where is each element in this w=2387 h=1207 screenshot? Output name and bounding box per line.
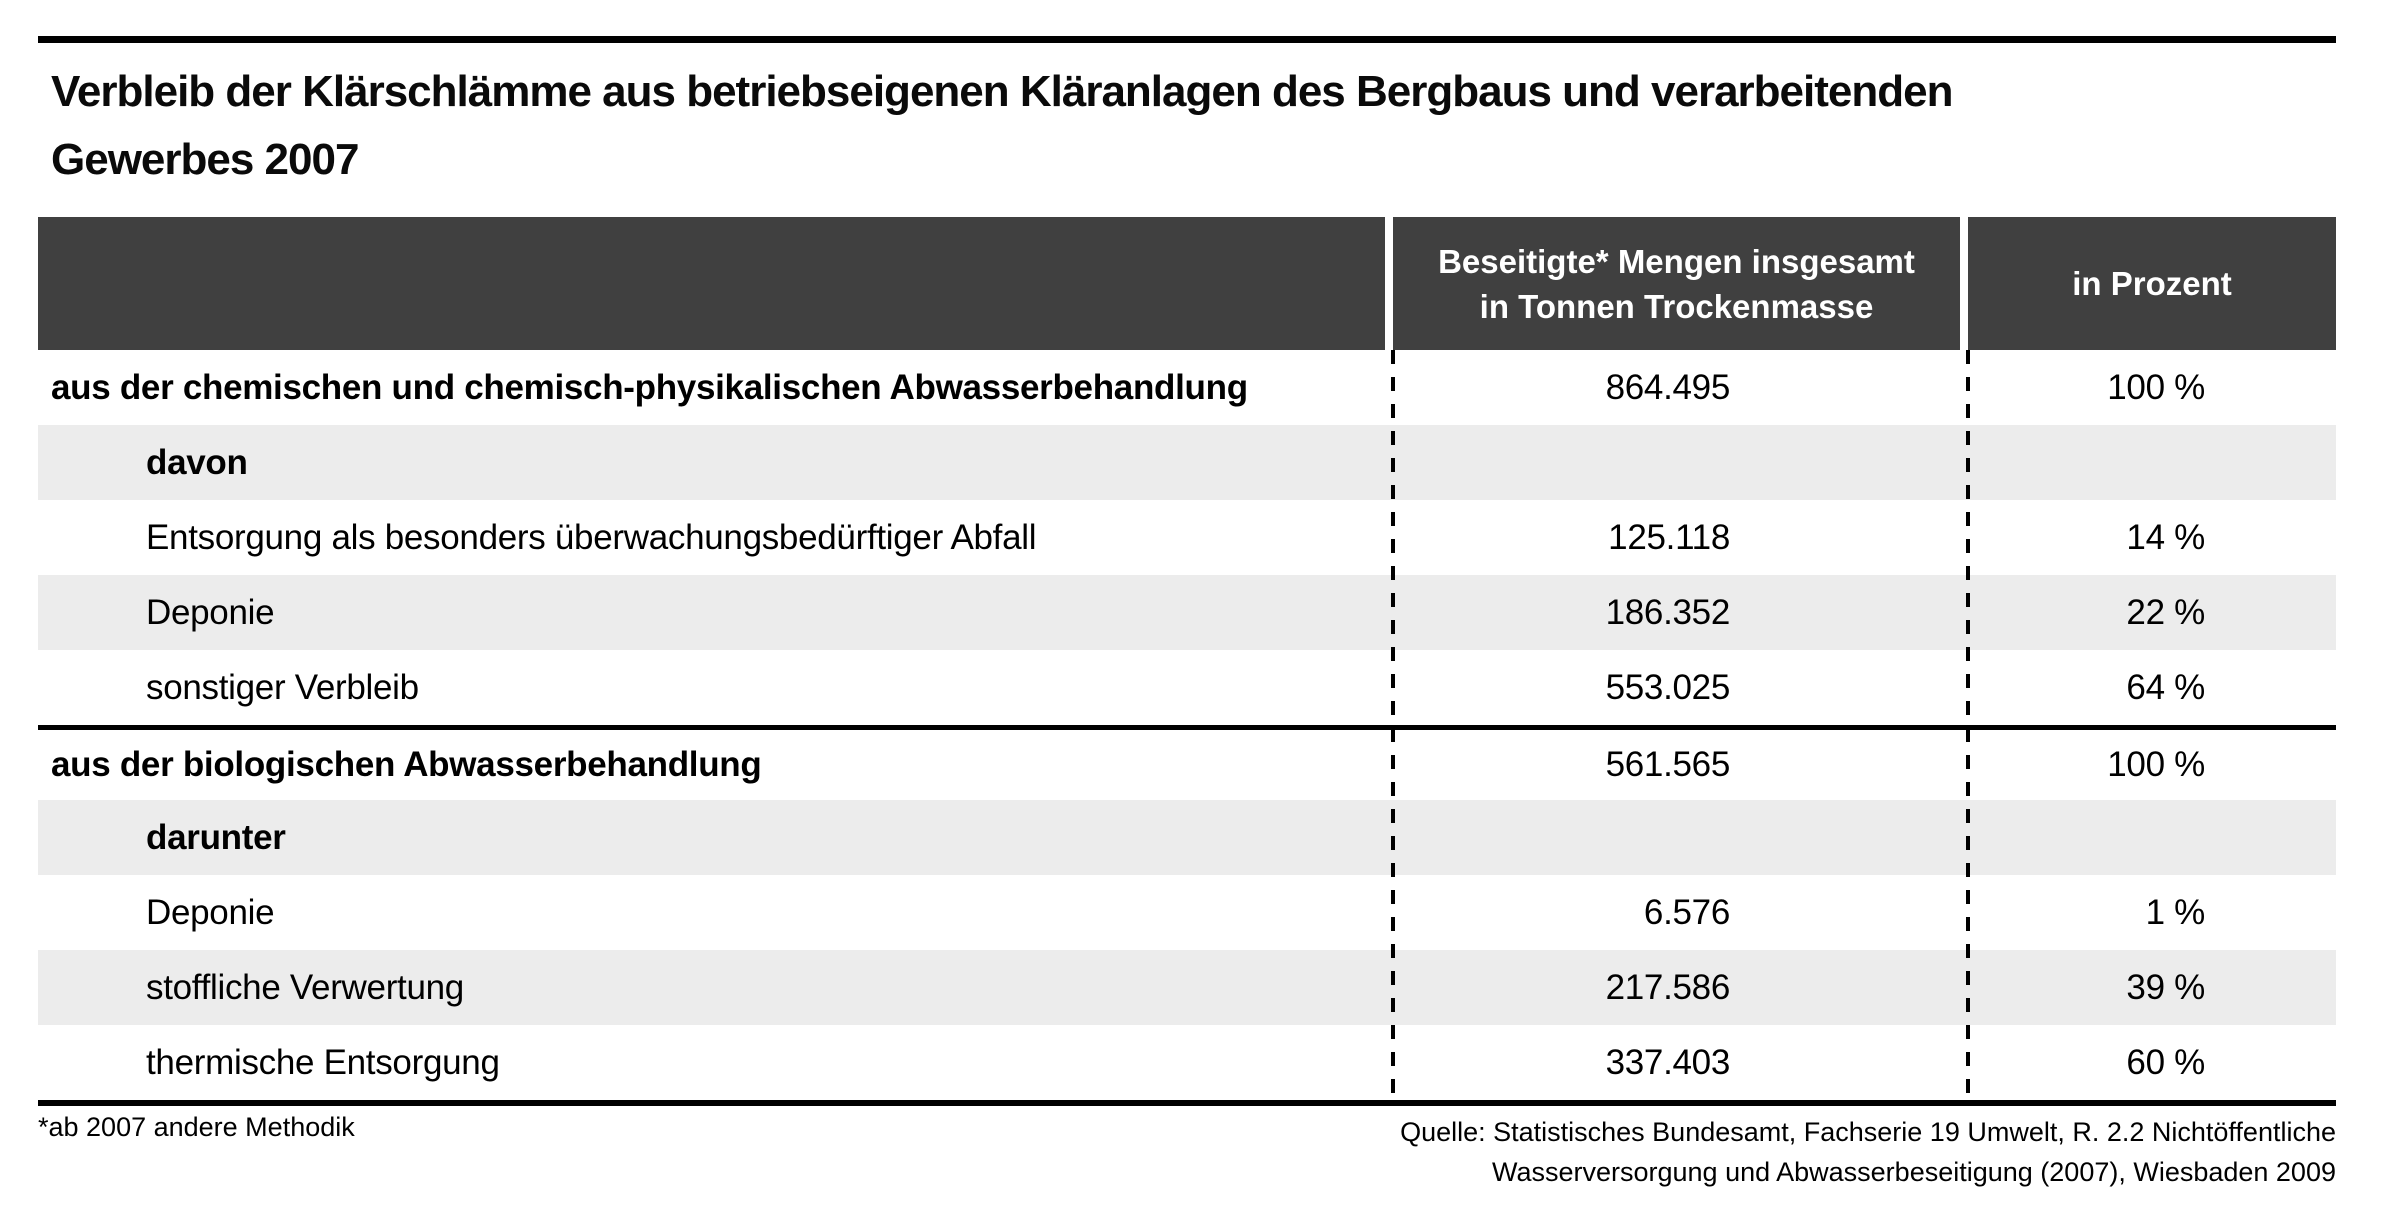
top-rule xyxy=(38,36,2336,43)
column-divider-dashed-1 xyxy=(1391,350,1395,1100)
row-amount: 186.352 xyxy=(1605,592,1731,632)
table-row: thermische Entsorgung 337.403 60 % xyxy=(38,1025,2336,1100)
header-percent-cell: in Prozent xyxy=(1968,217,2336,350)
header-amount-label: Beseitigte* Mengen insgesamt in Tonnen T… xyxy=(1438,239,1915,329)
header-amount-line-1: Beseitigte* Mengen insgesamt xyxy=(1438,242,1915,280)
row-percent: 14 % xyxy=(2126,517,2205,557)
page-title-line-2: Gewerbes 2007 xyxy=(51,135,359,184)
row-label: thermische Entsorgung xyxy=(146,1042,500,1082)
row-label: aus der chemischen und chemisch-physikal… xyxy=(51,367,1248,407)
table-row: stoffliche Verwertung 217.586 39 % xyxy=(38,950,2336,1025)
row-percent: 39 % xyxy=(2126,967,2205,1007)
row-label: stoffliche Verwertung xyxy=(146,967,464,1007)
row-amount: 553.025 xyxy=(1605,667,1731,707)
table-row: Entsorgung als besonders überwachungsbed… xyxy=(38,500,2336,575)
row-amount: 217.586 xyxy=(1605,967,1731,1007)
row-amount xyxy=(1393,425,1968,500)
header-percent-label: in Prozent xyxy=(2072,265,2232,302)
row-label: darunter xyxy=(146,817,286,857)
row-label: davon xyxy=(146,442,248,482)
column-divider-dashed-2 xyxy=(1966,350,1970,1100)
data-table: Beseitigte* Mengen insgesamt in Tonnen T… xyxy=(38,217,2336,1106)
table-row: aus der chemischen und chemisch-physikal… xyxy=(38,350,2336,425)
row-label: Deponie xyxy=(146,592,275,632)
page-title-line-1: Verbleib der Klärschlämme aus betriebsei… xyxy=(51,67,1953,116)
header-amount-line-2: in Tonnen Trockenmasse xyxy=(1479,287,1874,325)
table-row: Deponie 186.352 22 % xyxy=(38,575,2336,650)
row-label: sonstiger Verbleib xyxy=(146,667,419,707)
row-amount: 337.403 xyxy=(1605,1042,1731,1082)
row-label: Deponie xyxy=(146,892,275,932)
footnote: *ab 2007 andere Methodik xyxy=(38,1112,355,1142)
page-title: Verbleib der Klärschlämme aus betriebsei… xyxy=(51,58,1953,194)
row-percent xyxy=(1968,425,2336,500)
row-percent: 60 % xyxy=(2126,1042,2205,1082)
table-body: aus der chemischen und chemisch-physikal… xyxy=(38,350,2336,1100)
table-row: sonstiger Verbleib 553.025 64 % xyxy=(38,650,2336,725)
header-empty-cell xyxy=(38,217,1393,350)
row-percent xyxy=(1968,800,2336,875)
table-row: darunter xyxy=(38,800,2336,875)
row-amount: 864.495 xyxy=(1605,367,1731,407)
table-header: Beseitigte* Mengen insgesamt in Tonnen T… xyxy=(38,217,2336,350)
header-amount-cell: Beseitigte* Mengen insgesamt in Tonnen T… xyxy=(1393,217,1968,350)
bottom-rule xyxy=(38,1100,2336,1106)
table-row: Deponie 6.576 1 % xyxy=(38,875,2336,950)
row-amount: 6.576 xyxy=(1643,892,1730,932)
row-label: Entsorgung als besonders überwachungsbed… xyxy=(146,517,1037,557)
table-row: davon xyxy=(38,425,2336,500)
source-citation: Quelle: Statistisches Bundesamt, Fachser… xyxy=(1156,1112,2336,1192)
row-amount: 561.565 xyxy=(1605,745,1731,784)
table-row: aus der biologischen Abwasserbehandlung … xyxy=(38,725,2336,800)
row-percent: 1 % xyxy=(2145,892,2206,932)
source-line-2: Wasserversorgung und Abwasserbeseitigung… xyxy=(1491,1157,2336,1187)
row-amount: 125.118 xyxy=(1608,517,1730,557)
source-line-1: Quelle: Statistisches Bundesamt, Fachser… xyxy=(1400,1117,2336,1147)
row-percent: 100 % xyxy=(2107,367,2205,407)
row-label: aus der biologischen Abwasserbehandlung xyxy=(51,745,762,784)
row-percent: 22 % xyxy=(2126,592,2205,632)
row-percent: 64 % xyxy=(2126,667,2205,707)
row-percent: 100 % xyxy=(2107,745,2205,784)
row-amount xyxy=(1393,800,1968,875)
